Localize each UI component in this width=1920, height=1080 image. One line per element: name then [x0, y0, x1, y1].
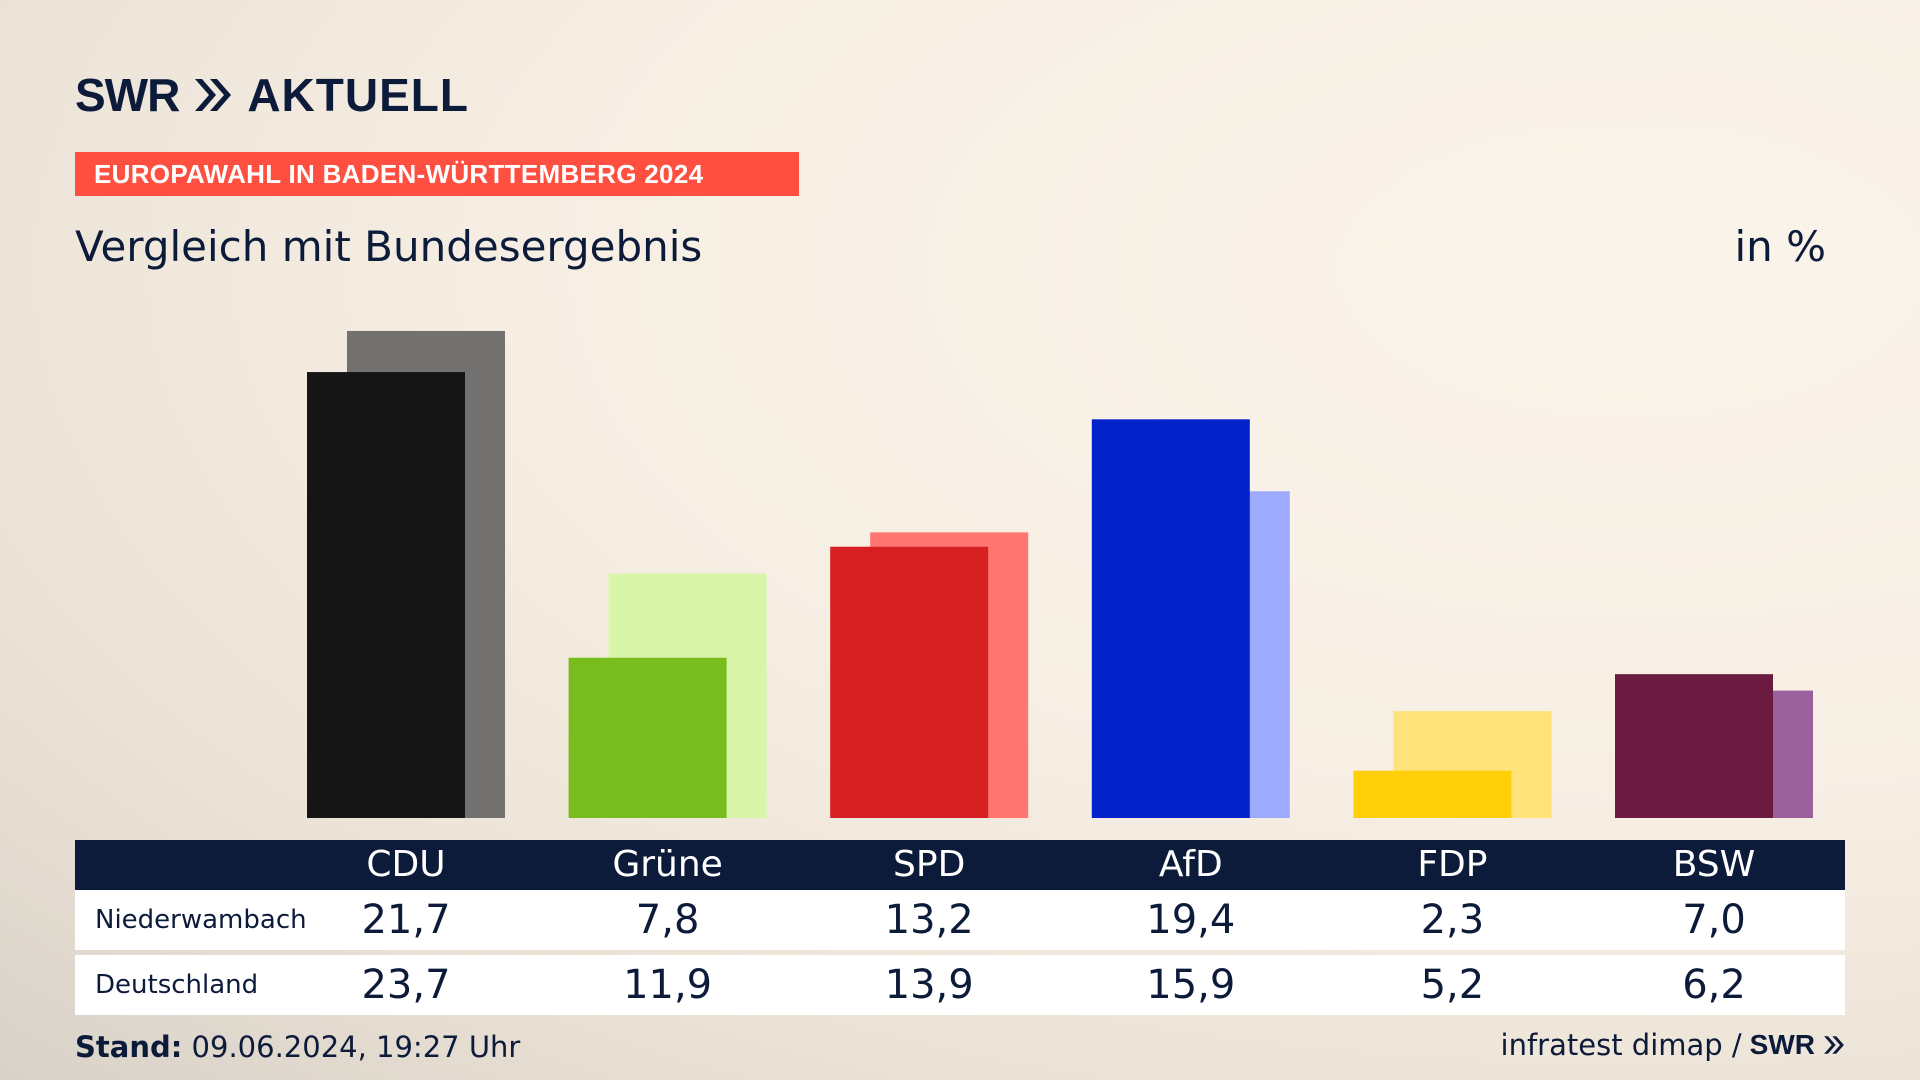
data-label: 7,8 [635, 897, 700, 943]
bar-niederwambach-cdu [307, 372, 465, 818]
data-label: 11,9 [623, 962, 713, 1008]
data-label: 6,2 [1682, 962, 1746, 1008]
column-header-spd: SPD [893, 844, 966, 885]
table-row: Niederwambach 21,7 7,8 13,2 19,4 2,3 7,0 [75, 890, 1845, 950]
bar-niederwambach-spd [830, 546, 989, 818]
stand-label: Stand: [75, 1030, 183, 1064]
column-header-bsw: BSW [1672, 844, 1756, 885]
data-label: 23,7 [361, 962, 451, 1008]
row-label: Deutschland [95, 970, 259, 1000]
logo-aktuell-text: AKTUELL [247, 69, 469, 121]
column-header-grüne: Grüne [612, 844, 723, 885]
data-label: 13,9 [884, 962, 974, 1008]
bar-niederwambach-fdp [1353, 770, 1512, 818]
chart-subtitle: Vergleich mit Bundesergebnis [75, 222, 703, 271]
column-header-afd: AfD [1158, 844, 1223, 885]
bar-niederwambach-bsw [1615, 674, 1773, 818]
column-header-fdp: FDP [1417, 844, 1488, 885]
unit-label: in % [1734, 222, 1826, 271]
source-text: infratest dimap / [1500, 1028, 1742, 1062]
bar-niederwambach-afd [1091, 419, 1250, 818]
topic-badge: EUROPAWAHL IN BADEN-WÜRTTEMBERG 2024 [75, 152, 799, 196]
double-chevron-icon [1824, 1036, 1844, 1054]
column-header-cdu: CDU [366, 844, 446, 885]
timestamp: Stand: 09.06.2024, 19:27 Uhr [75, 1030, 520, 1064]
row-label: Niederwambach [95, 905, 307, 935]
data-label: 15,9 [1146, 962, 1236, 1008]
source-credit: infratest dimap / SWR [1501, 1028, 1845, 1062]
data-label: 21,7 [361, 897, 451, 943]
data-label: 13,2 [884, 897, 974, 943]
swr-aktuell-logo: SWR AKTUELL [75, 68, 469, 122]
bar-chart [307, 330, 1813, 818]
table-row: Deutschland 23,7 11,9 13,9 15,9 5,2 6,2 [75, 955, 1845, 1015]
data-label: 5,2 [1420, 962, 1485, 1008]
logo-swr-text: SWR [75, 69, 180, 121]
data-label: 2,3 [1420, 897, 1485, 943]
stand-value: 09.06.2024, 19:27 Uhr [191, 1030, 521, 1064]
table-header: CDU Grüne SPD AfD FDP BSW [75, 840, 1845, 890]
results-table: CDU Grüne SPD AfD FDP BSW Niederwambach 21,7 7… [75, 840, 1845, 1015]
data-label: 19,4 [1146, 897, 1236, 943]
bar-niederwambach-grüne [568, 657, 727, 818]
double-chevron-icon [195, 79, 232, 111]
data-label: 7,0 [1682, 897, 1746, 943]
footer-swr-logo: SWR [1749, 1029, 1815, 1060]
